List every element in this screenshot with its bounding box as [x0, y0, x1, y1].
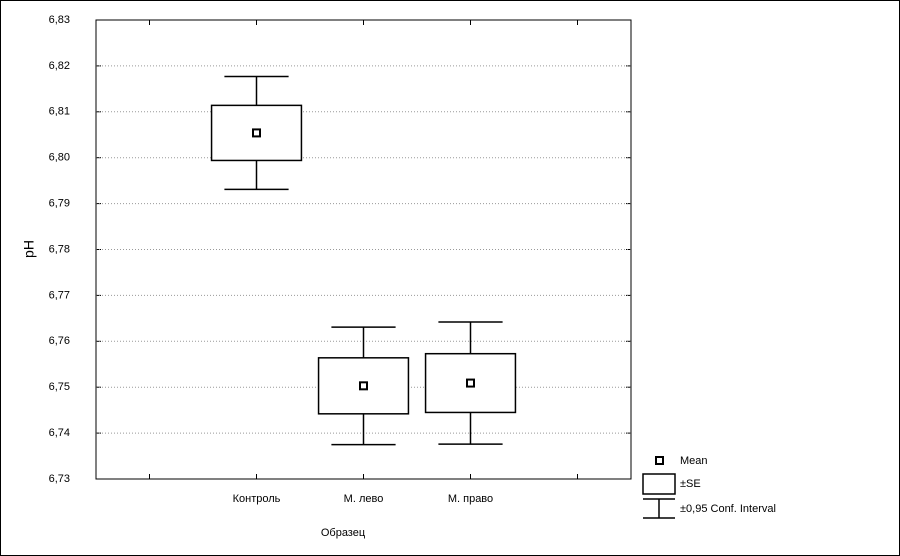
- x-axis-label: Образец: [321, 527, 366, 539]
- x-tick-label: М. лево: [344, 493, 384, 505]
- x-tick-label: Контроль: [233, 493, 281, 505]
- y-tick-label: 6,80: [49, 152, 70, 164]
- mean-marker: [252, 128, 261, 138]
- y-tick-label: 6,78: [49, 243, 70, 255]
- y-tick-label: 6,81: [49, 106, 70, 118]
- legend-label: Mean: [680, 455, 708, 467]
- y-tick-label: 6,79: [49, 198, 70, 210]
- mean-marker: [466, 378, 475, 388]
- y-tick-label: 6,75: [49, 381, 70, 393]
- y-tick-label: 6,73: [49, 473, 70, 485]
- y-tick-label: 6,83: [49, 14, 70, 26]
- legend-se-icon: [642, 473, 676, 495]
- y-axis-label: pH: [21, 240, 37, 258]
- legend-mean-icon: [655, 456, 664, 465]
- mean-marker: [359, 381, 368, 391]
- legend-label: ±0,95 Conf. Interval: [680, 503, 776, 515]
- y-tick-label: 6,74: [49, 427, 70, 439]
- legend-label: ±SE: [680, 478, 701, 490]
- x-tick-label: М. право: [448, 493, 493, 505]
- y-tick-label: 6,76: [49, 335, 70, 347]
- y-tick-label: 6,82: [49, 60, 70, 72]
- y-tick-label: 6,77: [49, 289, 70, 301]
